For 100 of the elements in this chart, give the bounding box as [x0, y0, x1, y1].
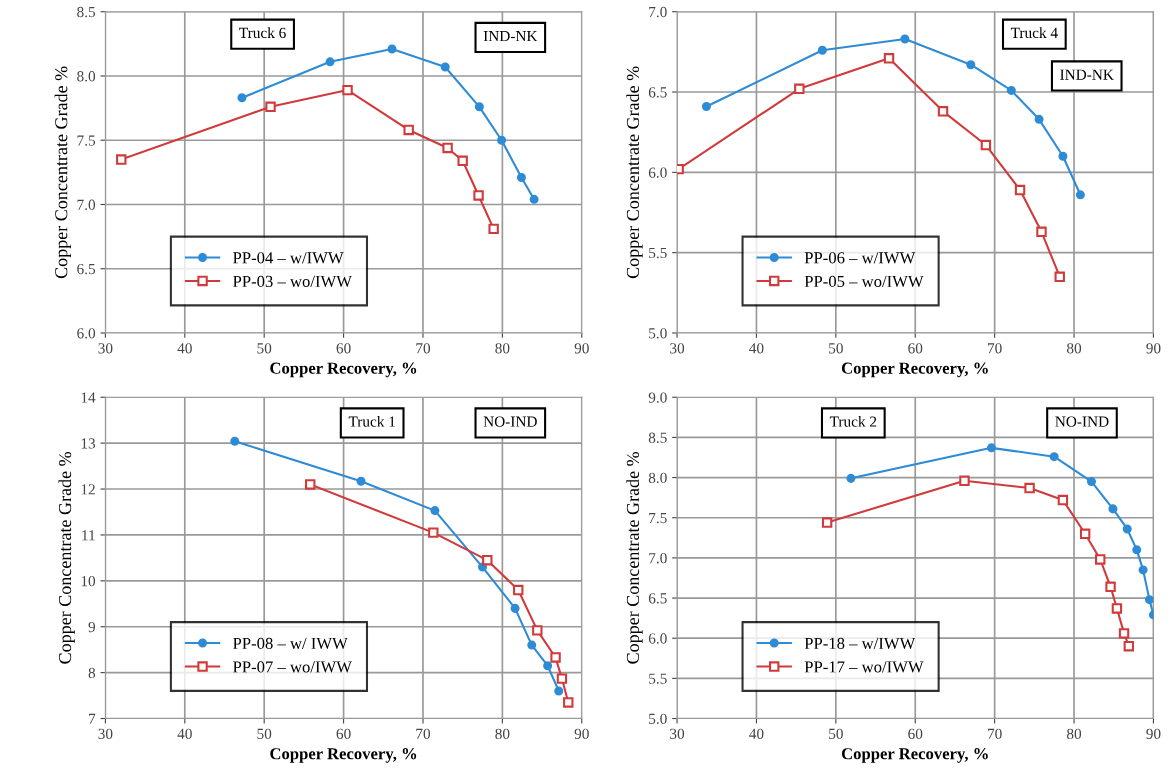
y-tick-label: 5.5 [649, 673, 667, 684]
x-tick-label: 30 [98, 343, 113, 354]
point [510, 603, 520, 613]
point [1138, 565, 1148, 575]
point [959, 475, 970, 486]
x-tick-label: 80 [495, 343, 510, 354]
legend-label: PP-08 – w/ IWW [233, 637, 348, 650]
x-axis-title: Copper Recovery, % [841, 362, 988, 378]
x-tick-label: 50 [829, 728, 843, 739]
point [474, 102, 484, 112]
x-tick-label: 90 [1146, 728, 1161, 739]
x-tick-label: 70 [416, 728, 431, 739]
point [497, 135, 507, 145]
y-tick-label: 9 [88, 621, 96, 633]
y-tick-label: 7.0 [77, 199, 96, 210]
point [794, 83, 805, 95]
point [701, 101, 711, 111]
annotation: Truck 4 [1010, 27, 1058, 39]
y-tick-label: 6.0 [648, 633, 667, 644]
y-tick-label: 6.0 [648, 167, 667, 178]
point [430, 506, 440, 516]
x-tick-label: 50 [257, 728, 272, 739]
point [1034, 114, 1044, 124]
y-tick-label: 5.0 [649, 328, 667, 339]
annotation: Truck 2 [829, 416, 877, 427]
x-tick-label: 90 [1146, 343, 1161, 354]
point [387, 44, 397, 54]
point [1058, 151, 1068, 161]
y-tick-label: 7.5 [77, 135, 96, 146]
point [1095, 554, 1106, 565]
point [529, 194, 539, 204]
x-tick-label: 80 [495, 728, 510, 739]
x-axis-title: Copper Recovery, % [841, 748, 988, 763]
point [563, 697, 574, 708]
y-tick-label: 9.0 [648, 392, 667, 403]
y-tick-label: 11 [82, 530, 95, 541]
point [230, 436, 240, 446]
point [442, 142, 453, 154]
point [532, 625, 543, 636]
x-tick-label: 50 [829, 343, 843, 354]
x-tick-label: 40 [177, 343, 192, 354]
point [1108, 504, 1118, 514]
y-tick-label: 6.5 [648, 593, 667, 604]
point [403, 124, 414, 136]
annotation: NO-IND [483, 416, 537, 427]
point [986, 443, 996, 453]
point [937, 106, 949, 117]
point [237, 93, 247, 103]
x-tick-label: 70 [988, 343, 1002, 354]
y-tick-label: 5.5 [649, 247, 667, 259]
y-tick-label: 8.5 [77, 6, 96, 18]
y-tick-label: 5.0 [649, 713, 667, 725]
x-axis-title: Copper Recovery, % [270, 362, 417, 378]
point [556, 673, 568, 684]
point [1057, 494, 1069, 506]
y-axis-title: Copper Concentrate Grade % [626, 451, 643, 664]
point [1054, 271, 1065, 282]
point [1075, 190, 1085, 200]
y-tick-label: 7.0 [649, 6, 667, 18]
annotation: IND-NK [483, 31, 538, 42]
y-tick-label: 6.5 [648, 87, 667, 98]
point [1123, 641, 1135, 652]
point [488, 223, 499, 235]
x-tick-label: 40 [749, 728, 764, 739]
x-tick-label: 70 [988, 728, 1002, 739]
x-tick-label: 80 [1066, 728, 1082, 739]
x-tick-label: 90 [574, 343, 589, 354]
y-tick-label: 8.0 [648, 472, 667, 484]
legend-label: PP-05 – wo/IWW [804, 275, 924, 288]
point [513, 584, 524, 596]
point [516, 172, 526, 183]
point [846, 473, 856, 483]
point [342, 84, 353, 96]
point [1024, 482, 1035, 494]
point [116, 154, 127, 165]
annotation: Truck 1 [348, 416, 395, 427]
legend-label: PP-04 – w/IWW [233, 252, 344, 264]
point [883, 53, 895, 64]
y-tick-label: 8.5 [648, 432, 667, 443]
y-tick-label: 7.0 [649, 553, 667, 564]
point [428, 527, 439, 538]
x-tick-label: 80 [1066, 343, 1082, 354]
x-tick-label: 40 [749, 343, 764, 354]
y-tick-label: 14 [81, 392, 96, 403]
legend-label: PP-07 – wo/IWW [233, 661, 352, 673]
point [482, 554, 493, 566]
y-tick-label: 6.5 [77, 263, 96, 275]
x-axis-title: Copper Recovery, % [270, 748, 417, 763]
point [1132, 545, 1142, 555]
x-tick-label: 30 [98, 728, 113, 739]
legend-label: PP-06 – w/IWW [804, 252, 916, 264]
y-tick-label: 8 [88, 667, 96, 679]
x-tick-label: 60 [908, 728, 923, 739]
point [305, 479, 316, 490]
annotation: IND-NK [1060, 69, 1114, 80]
point [1036, 226, 1047, 237]
point [356, 476, 366, 486]
annotation: Truck 6 [239, 27, 286, 39]
point [473, 190, 484, 201]
point [1111, 603, 1123, 614]
